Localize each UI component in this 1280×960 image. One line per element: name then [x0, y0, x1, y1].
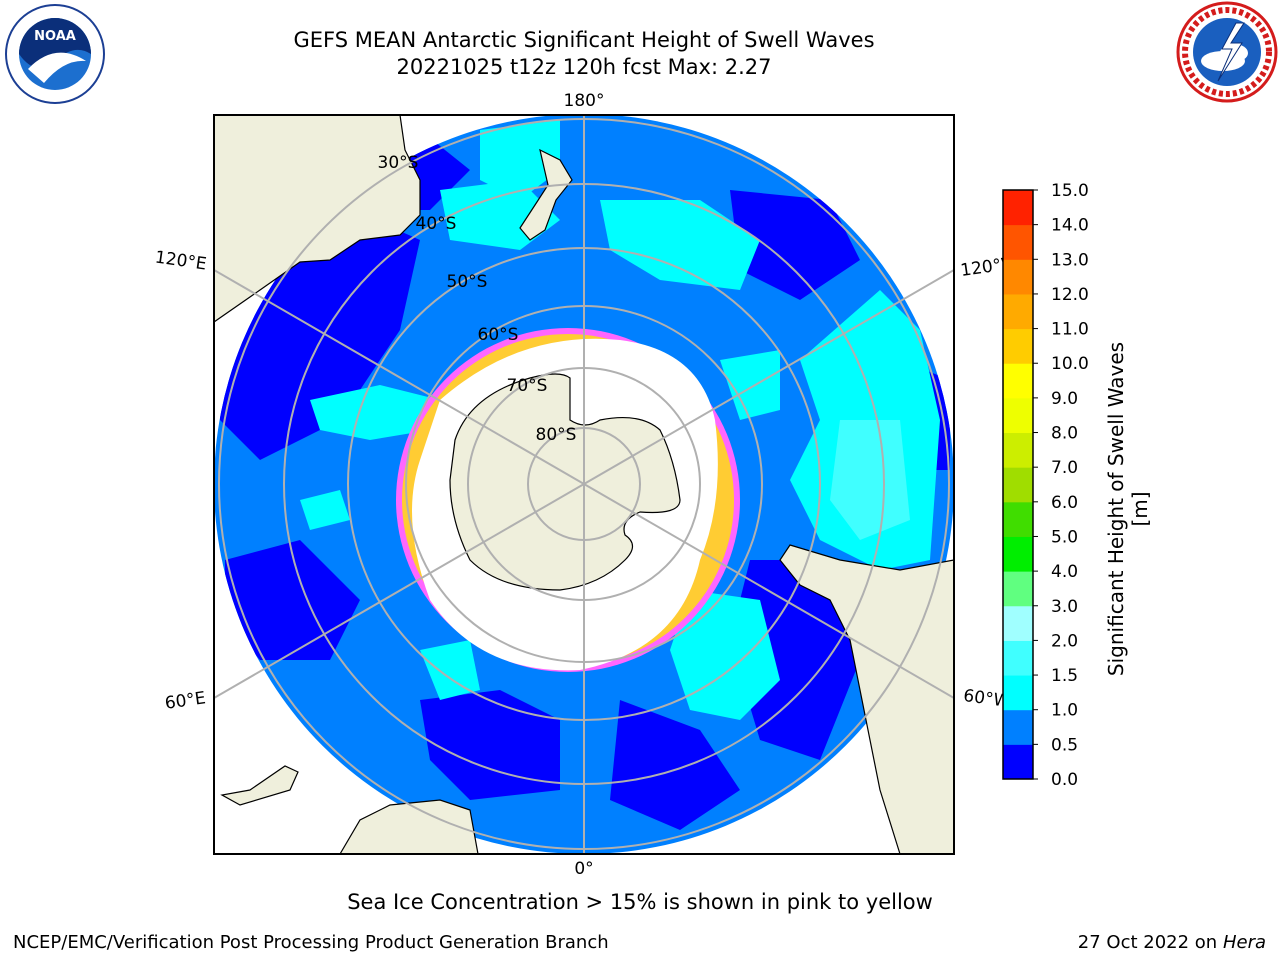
colorbar-tick-label: 3.0 — [1051, 597, 1078, 617]
map-frame — [213, 114, 955, 855]
nws-logo — [1176, 1, 1278, 103]
colorbar-segment — [1003, 293, 1033, 330]
africa — [339, 799, 479, 854]
colorbar-tick-label: 0.5 — [1051, 735, 1078, 755]
colorbar-segment — [1003, 744, 1033, 780]
footer-host: Hera — [1222, 932, 1266, 953]
lat-label-40s: 40°S — [416, 214, 457, 234]
colorbar-tick-label: 7.0 — [1051, 458, 1078, 478]
australia — [214, 115, 421, 323]
colorbar-tick-label: 10.0 — [1051, 354, 1089, 374]
colorbar-segment — [1003, 432, 1033, 468]
lon-label-0: 0° — [574, 859, 593, 879]
colorbar-tick-label: 5.0 — [1051, 527, 1078, 547]
footer-date: 27 Oct 2022 on Hera — [1078, 932, 1266, 953]
lat-label-80s: 80°S — [536, 425, 577, 445]
colorbar-segment — [1003, 467, 1033, 503]
colorbar-tick-label: 1.5 — [1051, 666, 1078, 686]
new-zealand — [519, 148, 573, 241]
colorbar-tick-label: 11.0 — [1051, 320, 1089, 340]
colorbar-segment — [1003, 571, 1033, 607]
madagascar — [220, 765, 299, 806]
swell-field — [220, 120, 950, 830]
colorbar-tick-label: 4.0 — [1051, 562, 1078, 582]
lat-label-30s: 30°S — [378, 153, 419, 173]
colorbar-frame — [1002, 189, 1034, 780]
lat-label-70s: 70°S — [507, 376, 548, 396]
colorbar-tick-label: 13.0 — [1051, 250, 1089, 270]
colorbar-segment — [1003, 397, 1033, 434]
latitude-labels: 30°S 40°S 50°S 60°S 70°S 80°S — [378, 153, 577, 445]
colorbar-title: Significant Height of Swell Waves [m] — [1104, 341, 1152, 677]
lon-label-180: 180° — [564, 91, 605, 111]
footer-date-text: 27 Oct 2022 on — [1077, 932, 1223, 953]
colorbar-segment — [1003, 605, 1033, 641]
colorbar-segment — [1003, 224, 1033, 260]
antarctica — [449, 373, 681, 591]
colorbar-segment — [1003, 363, 1033, 399]
lon-label-60e: 60°E — [164, 688, 207, 713]
colorbar: 0.0 0.5 1.0 1.5 2.0 3.0 4.0 5.0 6.0 7.0 8.0 9.0 10.0… — [1002, 181, 1089, 790]
colorbar-segment — [1003, 259, 1033, 295]
colorbar-tick-label: 12.0 — [1051, 285, 1089, 305]
svg-text:NOAA: NOAA — [34, 29, 76, 44]
chart-title-line1: GEFS MEAN Antarctic Significant Height o… — [293, 28, 875, 52]
lon-label-120e: 120°E — [154, 248, 208, 275]
colorbar-tick-label: 14.0 — [1051, 216, 1089, 236]
sea-ice-note: Sea Ice Concentration > 15% is shown in … — [347, 890, 933, 914]
south-america — [779, 544, 954, 854]
colorbar-tick-label: 1.0 — [1051, 701, 1078, 721]
chart-title-line2: 20221025 t12z 120h fcst Max: 2.27 — [396, 55, 772, 79]
colorbar-tick-label: 0.0 — [1051, 770, 1078, 790]
lat-label-60s: 60°S — [478, 325, 519, 345]
colorbar-segment — [1003, 709, 1033, 745]
colorbar-segment — [1003, 640, 1033, 676]
graticule — [214, 115, 954, 854]
colorbar-segment — [1003, 328, 1033, 364]
colorbar-tick-label: 8.0 — [1051, 424, 1078, 444]
colorbar-segment — [1003, 190, 1033, 226]
footer-branch: NCEP/EMC/Verification Post Processing Pr… — [13, 932, 609, 953]
colorbar-tick-label: 6.0 — [1051, 493, 1078, 513]
colorbar-segment — [1003, 536, 1033, 572]
lat-label-50s: 50°S — [447, 272, 488, 292]
colorbar-tick-label: 9.0 — [1051, 389, 1078, 409]
colorbar-segment — [1003, 675, 1033, 711]
noaa-logo: NOAA — [5, 4, 105, 104]
colorbar-tick-label: 2.0 — [1051, 631, 1078, 651]
colorbar-segment — [1003, 501, 1033, 537]
colorbar-tick-label: 15.0 — [1051, 181, 1089, 201]
